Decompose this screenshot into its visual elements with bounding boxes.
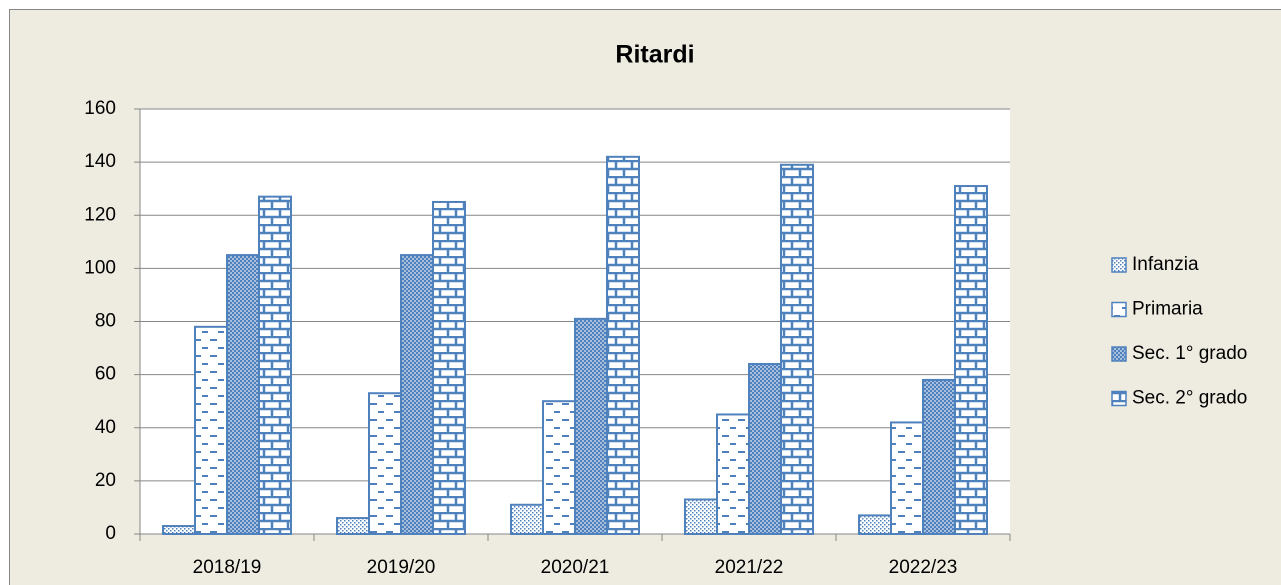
- legend-swatch: [1111, 257, 1127, 273]
- legend-swatch: [1111, 301, 1127, 318]
- chart-title: Ritardi: [615, 41, 694, 69]
- legend-label: Sec. 1° grado: [1132, 343, 1247, 364]
- y-tick-label: 160: [84, 98, 116, 119]
- bar: [510, 503, 544, 535]
- x-tick-label: 2020/21: [541, 557, 610, 578]
- bar: [606, 155, 640, 535]
- y-tick-label: 40: [95, 417, 116, 438]
- bar: [748, 363, 782, 535]
- legend-label: Sec. 2° grado: [1132, 388, 1247, 409]
- legend-label: Primaria: [1132, 299, 1203, 320]
- y-tick-label: 80: [95, 311, 116, 332]
- y-tick-label: 60: [95, 364, 116, 385]
- bar: [542, 400, 576, 535]
- bar: [574, 317, 608, 535]
- y-tick-label: 20: [95, 470, 116, 491]
- bar: [684, 498, 718, 535]
- bar: [432, 200, 466, 535]
- legend-swatch: [1111, 390, 1127, 407]
- x-tick-label: 2021/22: [715, 557, 784, 578]
- bar: [954, 185, 988, 535]
- x-tick-label: 2019/20: [367, 557, 436, 578]
- y-tick-label: 120: [84, 204, 116, 225]
- bar: [716, 413, 750, 535]
- y-tick-label: 100: [84, 257, 116, 278]
- x-tick-label: 2018/19: [193, 557, 262, 578]
- bar: [890, 421, 924, 535]
- bar: [226, 254, 260, 535]
- legend-swatch: [1111, 346, 1127, 362]
- bar: [400, 254, 434, 535]
- bar: [258, 195, 292, 535]
- bar: [858, 514, 892, 535]
- legend-label: Infanzia: [1132, 254, 1199, 275]
- bar: [194, 325, 228, 535]
- bar: [368, 392, 402, 535]
- bar: [162, 525, 196, 535]
- bar: [922, 378, 956, 535]
- x-tick-label: 2022/23: [889, 557, 958, 578]
- y-tick-label: 0: [105, 523, 116, 544]
- y-tick-label: 140: [84, 151, 116, 172]
- bar: [336, 517, 370, 535]
- bar: [780, 163, 814, 535]
